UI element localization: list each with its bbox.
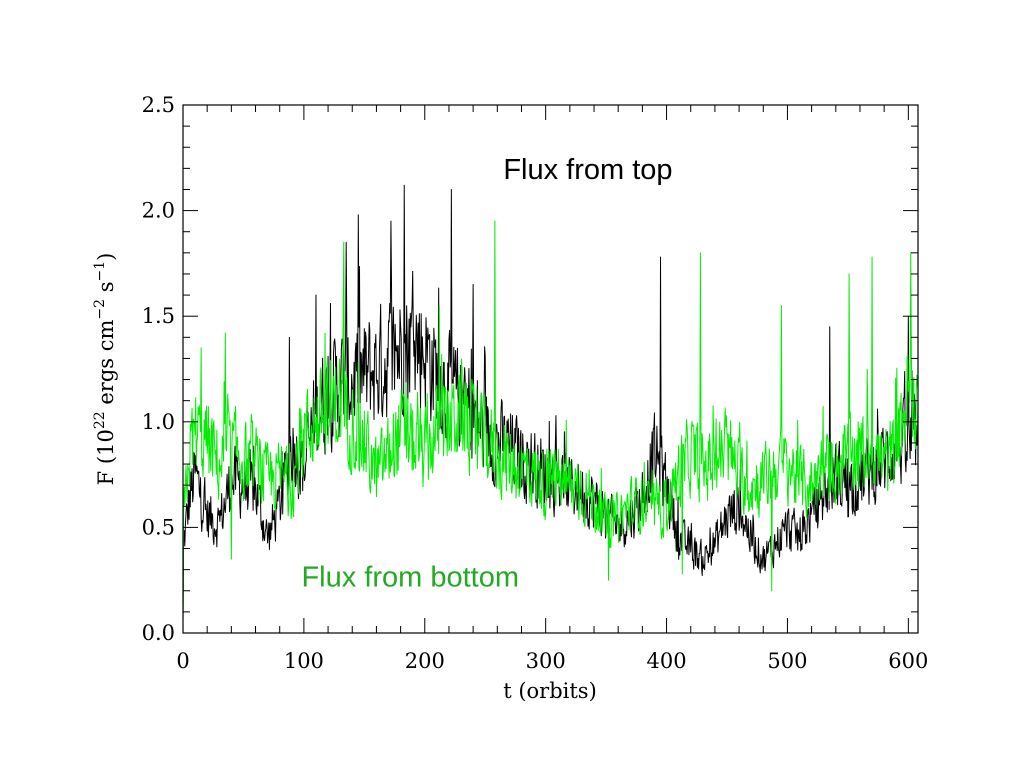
x-tick-label: 300 — [526, 649, 566, 673]
y-axis-title-exponent-2: −2 — [92, 299, 108, 320]
y-tick-label: 1.5 — [142, 304, 175, 328]
y-axis-title: F (1022 ergs cm−2 s−1) — [92, 253, 118, 486]
y-axis-title-mid-2: s — [94, 282, 118, 299]
annotation-flux-bottom: Flux from bottom — [301, 562, 519, 594]
y-tick-label: 2.5 — [142, 93, 175, 117]
tick-label-layer: 0 100 200 300 400 500 600 0.0 0.5 1.0 1.5 2.0 2.5 — [142, 93, 929, 673]
y-axis-title-suffix: ) — [94, 253, 118, 261]
y-axis-title-prefix: F (10 — [94, 429, 118, 485]
plot-frame — [182, 104, 919, 634]
x-tick-label: 200 — [405, 649, 445, 673]
x-axis-title: t (orbits) — [503, 679, 597, 703]
series-line-black — [182, 184, 919, 623]
x-tick-label: 400 — [647, 649, 687, 673]
y-tick-label: 0.5 — [142, 515, 175, 539]
series-layer — [182, 184, 919, 623]
x-tick-label: 500 — [767, 649, 807, 673]
y-tick-label: 0.0 — [142, 621, 175, 645]
series-line-green — [182, 220, 919, 623]
y-axis-title-exponent-1: 22 — [92, 411, 108, 429]
x-tick-label: 100 — [284, 649, 324, 673]
tick-layer — [182, 104, 918, 634]
y-axis-title-exponent-3: −1 — [92, 261, 108, 282]
x-tick-label: 600 — [888, 649, 928, 673]
y-tick-label: 2.0 — [142, 199, 175, 223]
y-tick-label: 1.0 — [142, 410, 175, 434]
annotation-flux-top: Flux from top — [503, 154, 672, 186]
x-tick-label: 0 — [176, 649, 189, 673]
y-axis-title-mid-1: ergs cm — [94, 320, 118, 412]
